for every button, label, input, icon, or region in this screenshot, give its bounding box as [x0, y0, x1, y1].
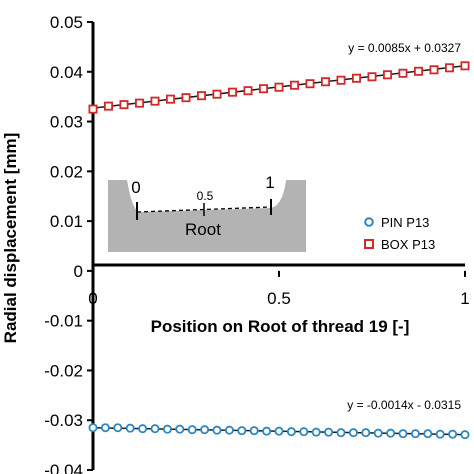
pin-data-point	[448, 429, 458, 439]
pin-data-point	[348, 428, 358, 438]
box-data-point	[243, 86, 253, 96]
inset-label-end: 1	[265, 173, 274, 192]
pin-data-point	[187, 425, 197, 435]
pin-data-point	[150, 424, 160, 434]
pin-trend-equation: y = -0.0014x - 0.0315	[347, 398, 461, 412]
y-tick-label: 0.02	[50, 162, 83, 181]
x-axis-title: Position on Root of thread 19 [-]	[151, 317, 410, 336]
pin-data-point	[113, 423, 123, 433]
box-data-point	[150, 96, 160, 106]
pin-data-point	[386, 428, 396, 438]
pin-data-point	[460, 430, 470, 440]
box-data-point	[336, 75, 346, 85]
box-data-point	[227, 87, 237, 97]
pin-data-point	[423, 429, 433, 439]
pin-data-point	[237, 426, 247, 436]
pin-data-point	[435, 429, 445, 439]
box-data-point	[181, 93, 191, 103]
pin-data-point	[125, 423, 135, 433]
pin-series	[88, 423, 470, 440]
box-data-point	[460, 61, 470, 71]
box-data-point	[290, 80, 300, 90]
legend-box-label: BOX P13	[381, 237, 435, 252]
legend: PIN P13 BOX P13	[364, 215, 435, 252]
pin-data-point	[200, 425, 210, 435]
pin-data-point	[88, 423, 98, 433]
pin-data-point	[138, 424, 148, 434]
box-data-point	[212, 89, 222, 99]
box-data-point	[320, 77, 330, 87]
box-data-point	[429, 65, 439, 75]
box-data-point	[258, 84, 268, 94]
pin-data-point	[311, 427, 321, 437]
y-tick-label: -0.02	[44, 361, 83, 380]
inset-label-start: 0	[131, 178, 140, 197]
y-tick-label: -0.03	[44, 411, 83, 430]
y-tick-label: 0.04	[50, 63, 83, 82]
pin-data-point	[224, 425, 234, 435]
inset-label-root: Root	[185, 220, 221, 239]
box-series	[88, 61, 470, 114]
x-axis-ticks: 0 0.5 1	[88, 270, 470, 308]
pin-data-point	[100, 423, 110, 433]
box-data-point	[197, 91, 207, 101]
box-data-point	[351, 73, 361, 83]
box-data-point	[88, 104, 98, 114]
y-tick-label: 0.03	[50, 113, 83, 132]
pin-data-point	[262, 426, 272, 436]
pin-data-point	[336, 428, 346, 438]
x-tick-label: 1	[460, 289, 469, 308]
inset-label-mid: 0.5	[197, 189, 214, 203]
y-tick-label: -0.04	[44, 461, 83, 474]
thread-root-inset: 0 0.5 1 Root	[108, 173, 306, 252]
box-data-point	[367, 72, 377, 82]
box-data-point	[383, 70, 393, 80]
legend-box-marker	[364, 239, 374, 249]
inset-dashed-root-line	[136, 206, 272, 213]
pin-data-point	[286, 427, 296, 437]
y-tick-label: 0.05	[50, 13, 83, 32]
y-tick-label: -0.01	[44, 312, 83, 331]
box-data-point	[444, 63, 454, 73]
legend-pin-marker	[364, 217, 374, 227]
box-data-point	[413, 66, 423, 76]
pin-data-point	[398, 429, 408, 439]
box-data-point	[104, 101, 114, 111]
x-tick-label: 0	[88, 289, 97, 308]
pin-data-point	[175, 424, 185, 434]
pin-data-point	[410, 429, 420, 439]
pin-data-point	[249, 426, 259, 436]
pin-data-point	[162, 424, 172, 434]
legend-pin-label: PIN P13	[381, 215, 429, 230]
pin-data-point	[324, 427, 334, 437]
box-data-point	[398, 68, 408, 78]
box-data-point	[119, 100, 129, 110]
y-tick-label: 0.01	[50, 212, 83, 231]
inset-root-profile	[108, 180, 306, 252]
box-trend-equation: y = 0.0085x + 0.0327	[348, 41, 461, 55]
y-tick-label: 0	[74, 262, 83, 281]
pin-data-point	[212, 425, 222, 435]
pin-data-point	[299, 427, 309, 437]
pin-data-point	[274, 426, 284, 436]
x-tick-label: 0.5	[267, 289, 291, 308]
box-data-point	[305, 79, 315, 89]
pin-data-point	[361, 428, 371, 438]
box-data-point	[274, 82, 284, 92]
pin-data-point	[373, 428, 383, 438]
box-data-point	[165, 94, 175, 104]
box-data-point	[134, 98, 144, 108]
y-axis-ticks: 0.05 0.04 0.03 0.02 0.01 0 -0.01 -0.02 -0.03 -0.0…	[44, 13, 93, 474]
y-axis-title: Radial displacement [mm]	[1, 133, 20, 344]
